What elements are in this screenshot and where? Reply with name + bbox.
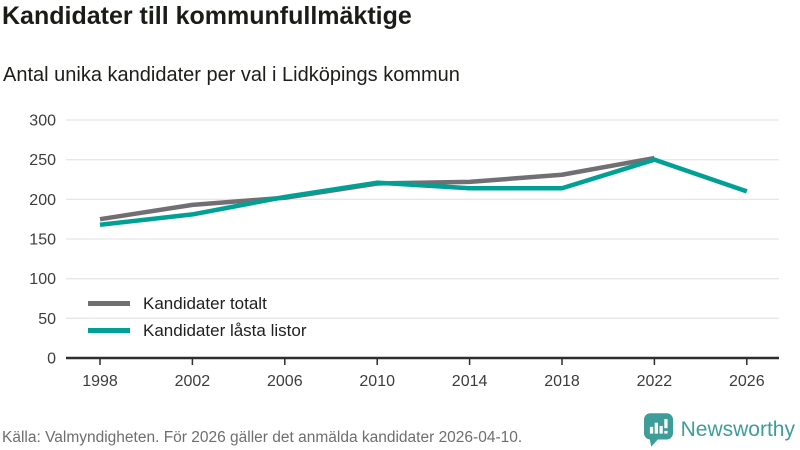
legend-swatch-lasta-listor xyxy=(88,328,130,333)
series-line-0 xyxy=(99,155,655,222)
y-tick-label: 150 xyxy=(29,232,56,249)
source-note: Källa: Valmyndigheten. För 2026 gäller d… xyxy=(2,429,523,446)
x-tick-label: 2010 xyxy=(359,373,395,390)
y-tick-label: 300 xyxy=(29,113,56,130)
x-tick-label: 2018 xyxy=(544,373,580,390)
legend-item-totalt: Kandidater totalt xyxy=(88,290,306,317)
x-tick-label: 1998 xyxy=(82,373,118,390)
chart-title: Kandidater till kommunfullmäktige xyxy=(2,2,412,30)
x-tick-label: 2002 xyxy=(175,373,211,390)
chart-subtitle: Antal unika kandidater per val i Lidköpi… xyxy=(3,64,460,86)
legend-swatch-totalt xyxy=(88,301,130,306)
newsworthy-logo: Newsworthy xyxy=(643,413,795,447)
y-tick-label: 50 xyxy=(38,311,56,328)
legend-label-totalt: Kandidater totalt xyxy=(143,293,267,313)
legend-item-lasta-listor: Kandidater låsta listor xyxy=(88,317,306,344)
line-chart: 0 50 100 150 200 250 300 1998 2002 2006 2010 2014 20… xyxy=(29,113,779,390)
x-tick-label: 2014 xyxy=(452,373,488,390)
legend-label-lasta-listor: Kandidater låsta listor xyxy=(143,320,307,340)
y-tick-label: 0 xyxy=(47,351,56,368)
y-tick-label: 100 xyxy=(29,271,56,288)
brand-name: Newsworthy xyxy=(680,418,795,441)
x-tick-label: 2022 xyxy=(637,373,673,390)
series-line-1 xyxy=(99,157,748,227)
y-tick-label: 200 xyxy=(29,192,56,209)
y-tick-label: 250 xyxy=(29,152,56,169)
x-tick-label: 2006 xyxy=(267,373,303,390)
newsworthy-bubble-icon xyxy=(643,413,673,447)
x-tick-label: 2026 xyxy=(729,373,765,390)
legend: Kandidater totalt Kandidater låsta listo… xyxy=(88,290,306,344)
